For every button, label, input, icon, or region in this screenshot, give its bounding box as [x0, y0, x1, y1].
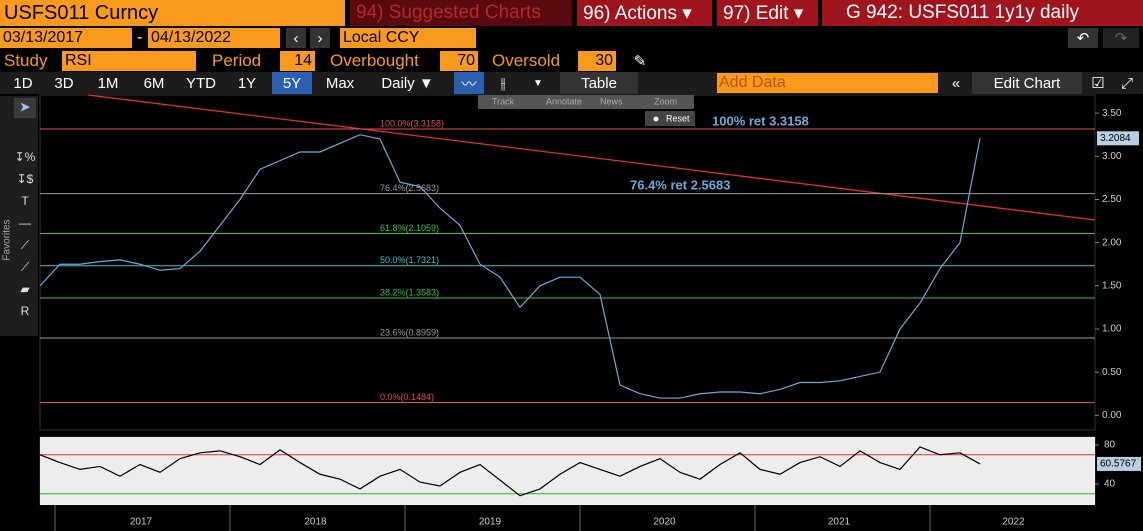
last-value-box	[1097, 131, 1139, 146]
y-tick-label: 2.00	[1102, 237, 1122, 248]
range-button[interactable]: YTD	[186, 74, 216, 92]
next-button[interactable]: ›	[310, 28, 330, 48]
start-date[interactable]: 03/13/2017	[0, 28, 132, 48]
last-value: 60.5767	[1100, 459, 1137, 470]
more-icon[interactable]: ⤢	[1120, 74, 1133, 92]
range-button[interactable]: 3D	[54, 74, 74, 92]
redo[interactable]: ↷	[1103, 28, 1139, 48]
edit-menu[interactable]: 97) Edit ▾	[717, 0, 818, 26]
reset-label: Reset	[666, 113, 690, 123]
overbought-label: Overbought	[330, 51, 419, 70]
reset-icon	[653, 116, 659, 122]
side-tool-icon: R	[21, 304, 30, 318]
series-line	[39, 134, 981, 399]
range-button[interactable]: 1Y	[237, 74, 257, 92]
overbought[interactable]: 70	[440, 51, 478, 71]
fib-label: 38.2%(1.3583)	[380, 287, 439, 297]
x-tick-label: 2021	[828, 517, 851, 528]
edit-chart[interactable]: Edit Chart	[972, 72, 1082, 94]
side-tool-icon: ↧$	[17, 172, 34, 186]
y-tick-label: 0.50	[1102, 367, 1122, 378]
end-date[interactable]: 04/13/2022	[148, 28, 280, 48]
fib-label: 50.0%(1.7321)	[380, 255, 439, 265]
float-tool: Annotate	[546, 96, 582, 106]
range-button[interactable]: 5Y	[272, 72, 312, 94]
oversold[interactable]: 30	[578, 51, 616, 71]
period[interactable]: 14	[280, 51, 315, 71]
actions-menu[interactable]: 96) Actions ▾	[577, 0, 712, 26]
range-button[interactable]: 6M	[143, 74, 165, 92]
frequency[interactable]: Daily ▼	[381, 74, 434, 92]
y-tick-label: 1.00	[1102, 324, 1122, 335]
x-tick-label: 2020	[653, 517, 676, 528]
chart-area: ➤ Favorites Reset Track Annotate News Zoom ↧…	[0, 94, 1143, 531]
pencil-icon[interactable]: ✎	[633, 53, 647, 70]
bar-chart-icon[interactable]: ⫲	[500, 74, 506, 92]
float-tool: Track	[492, 96, 515, 106]
prev-button[interactable]: ‹	[286, 28, 306, 48]
favorites: Favorites	[2, 219, 13, 260]
undo[interactable]: ↶	[1068, 28, 1098, 48]
trend-line	[87, 94, 1096, 221]
range-button[interactable]: 1M	[97, 74, 119, 92]
study-name[interactable]: RSI	[62, 51, 196, 71]
x-tick-label: 2017	[130, 517, 153, 528]
y-tick-label: 3.00	[1102, 151, 1122, 162]
x-tick-label: 2019	[479, 517, 502, 528]
last-value: 3.2084	[1100, 133, 1131, 144]
fib-label: 100.0%(3.3158)	[380, 118, 444, 128]
y-tick-label: 2.50	[1102, 194, 1122, 205]
range-button[interactable]: 1D	[13, 74, 33, 92]
fib-label: 61.8%(2.1059)	[380, 223, 439, 233]
study-label: Study	[4, 51, 48, 70]
annotation: 76.4% ret 2.5683	[630, 177, 730, 192]
side-tool-icon: ▰	[20, 282, 30, 296]
side-tool-icon: ⟋	[21, 260, 30, 274]
chart-title: G 942: USFS011 1y1y daily	[822, 0, 1143, 26]
fib-label: 0.0%(0.1484)	[380, 392, 434, 402]
table-button[interactable]: Table	[560, 72, 638, 94]
fib-label: 76.4%(2.5683)	[380, 183, 439, 193]
float-toolbar	[478, 95, 694, 109]
fib-label: 23.6%(0.8959)	[380, 327, 439, 337]
collapse[interactable]: «	[951, 74, 961, 92]
rsi-background	[40, 437, 1095, 505]
security[interactable]: USFS011 Curncy	[0, 0, 345, 26]
side-tool-icon: ↧%	[15, 150, 36, 164]
y-tick-label: 40	[1104, 479, 1116, 490]
side-tool-icon: ⟋	[21, 238, 30, 252]
range-button[interactable]: Max	[325, 74, 355, 92]
y-tick-label: 3.50	[1102, 108, 1122, 119]
add-data[interactable]: Add Data	[717, 73, 938, 93]
x-tick-label: 2018	[304, 517, 327, 528]
side-toolbar	[0, 96, 38, 336]
float-tool: Zoom	[654, 96, 677, 106]
pointer-tool[interactable]	[14, 98, 36, 118]
side-tool-icon: T	[21, 194, 29, 208]
settings-icon[interactable]: ☑	[1091, 75, 1105, 92]
time-axis	[0, 505, 1143, 531]
currency[interactable]: Local CCY	[340, 28, 476, 48]
y-tick-label: 0.00	[1102, 410, 1122, 421]
period-label: Period	[212, 51, 262, 70]
oversold-label: Oversold	[492, 51, 561, 70]
annotation: 100% ret 3.3158	[712, 113, 809, 128]
date-separator: -	[137, 29, 143, 46]
line-chart-icon[interactable]: 〰	[454, 72, 484, 94]
last-value-box	[1097, 456, 1141, 471]
y-tick-label: 1.50	[1102, 280, 1122, 291]
x-tick-label: 2022	[1002, 517, 1025, 528]
y-tick-label: 80	[1104, 440, 1116, 451]
pointer-icon: ➤	[19, 99, 31, 115]
suggested-charts[interactable]: 94) Suggested Charts	[350, 0, 572, 26]
chart-type-dropdown[interactable]: ▼	[533, 77, 543, 89]
float-tool: News	[600, 96, 623, 106]
series-line	[39, 446, 981, 497]
reset-button[interactable]	[645, 111, 695, 126]
side-tool-icon: —	[19, 216, 31, 230]
